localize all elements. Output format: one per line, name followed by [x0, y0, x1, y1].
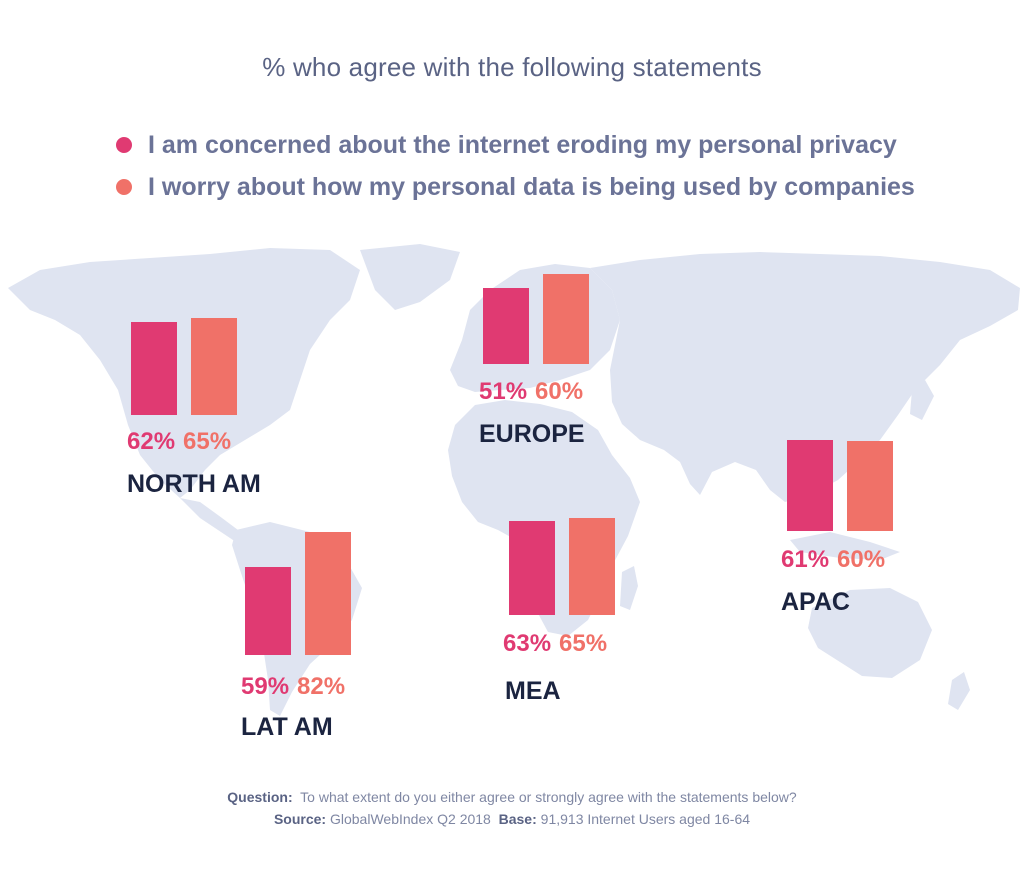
- map-north-america: [8, 248, 360, 498]
- map-australia: [808, 588, 932, 678]
- legend-item-privacy: I am concerned about the internet erodin…: [116, 128, 897, 162]
- footer-source-line: Source: GlobalWebIndex Q2 2018 Base: 91,…: [0, 808, 1024, 830]
- base-text: 91,913 Internet Users aged 16-64: [540, 811, 751, 827]
- map-se-asia-islands: [790, 532, 900, 560]
- legend-dot-data-use-icon: [116, 179, 132, 195]
- value-label-apac-data-use: 60%: [837, 546, 886, 573]
- region-label-apac: APAC: [781, 588, 850, 616]
- value-label-europe-data-use: 60%: [535, 378, 584, 405]
- value-label-north-am-privacy: 62%: [127, 428, 176, 455]
- question-text: To what extent do you either agree or st…: [300, 789, 797, 805]
- region-label-lat-am: LAT AM: [241, 713, 333, 741]
- question-label: Question:: [227, 789, 293, 805]
- value-label-mea-data-use: 65%: [559, 630, 608, 657]
- value-label-mea-privacy: 63%: [503, 630, 552, 657]
- value-labels-apac: 61% 60%: [781, 546, 885, 574]
- footer-question-line: Question: To what extent do you either a…: [0, 786, 1024, 808]
- bar-lat-am-data-use: [305, 532, 351, 655]
- map-japan: [910, 380, 934, 420]
- bar-mea-privacy: [509, 520, 555, 615]
- bar-lat-am-privacy: [245, 566, 291, 655]
- map-new-zealand: [948, 672, 970, 710]
- source-label: Source:: [273, 811, 327, 827]
- map-greenland: [360, 244, 460, 310]
- bar-apac-data-use: [847, 441, 893, 531]
- value-label-north-am-data-use: 65%: [183, 428, 232, 455]
- value-labels-lat-am: 59% 82%: [241, 673, 345, 701]
- base-label: Base:: [498, 811, 537, 827]
- bar-europe-privacy: [483, 287, 529, 364]
- bar-north-am-data-use: [191, 317, 237, 415]
- value-labels-mea: 63% 65%: [503, 630, 607, 658]
- region-label-europe: EUROPE: [479, 420, 585, 448]
- value-label-lat-am-data-use: 82%: [297, 673, 346, 700]
- chart-footer: Question: To what extent do you either a…: [0, 786, 1024, 830]
- map-asia: [590, 252, 1020, 502]
- legend-dot-privacy-icon: [116, 137, 132, 153]
- value-labels-north-am: 62% 65%: [127, 428, 231, 456]
- legend-label-privacy: I am concerned about the internet erodin…: [148, 130, 897, 159]
- bar-europe-data-use: [543, 274, 589, 364]
- map-europe: [450, 264, 620, 392]
- legend-label-data-use: I worry about how my personal data is be…: [148, 172, 915, 201]
- region-label-mea: MEA: [505, 677, 561, 705]
- value-label-apac-privacy: 61%: [781, 546, 830, 573]
- map-central-america: [180, 498, 246, 542]
- value-labels-europe: 51% 60%: [479, 378, 583, 406]
- source-text: GlobalWebIndex Q2 2018: [329, 811, 491, 827]
- value-label-lat-am-privacy: 59%: [241, 673, 290, 700]
- value-label-europe-privacy: 51%: [479, 378, 528, 405]
- bar-mea-data-use: [569, 517, 615, 615]
- bar-apac-privacy: [787, 439, 833, 531]
- region-label-north-am: NORTH AM: [127, 470, 261, 498]
- bar-north-am-privacy: [131, 322, 177, 415]
- chart-title: % who agree with the following statement…: [262, 52, 762, 82]
- map-madagascar: [620, 566, 638, 610]
- legend-item-data-use: I worry about how my personal data is be…: [116, 170, 915, 204]
